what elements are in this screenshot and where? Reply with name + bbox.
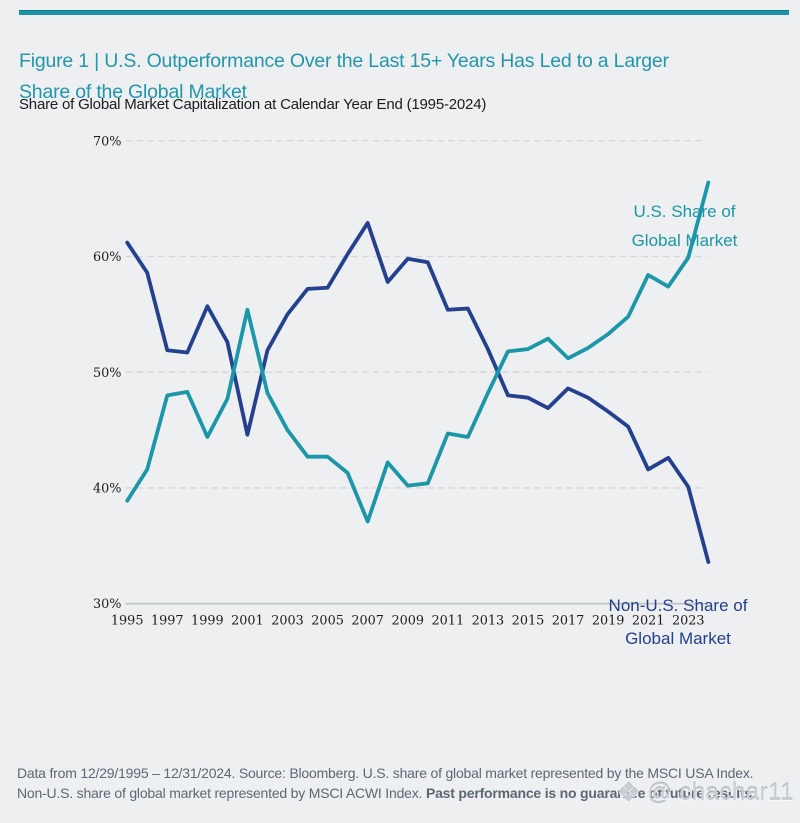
footnote-disclaimer-bold: Past performance is no guarantee of futu… <box>425 784 756 801</box>
x-tick-label: 2015 <box>512 613 545 628</box>
us-share-line <box>125 180 711 524</box>
footnote-text: Data from 12/29/1995 – 12/31/2024. Sourc… <box>17 765 754 801</box>
chart-subtitle: Share of Global Market Capitalization at… <box>19 96 487 113</box>
x-tick-label: 2023 <box>672 613 705 628</box>
x-tick-label: 2003 <box>271 613 304 628</box>
y-tick-label: 40% <box>93 481 121 496</box>
y-tick-label: 50% <box>93 366 121 381</box>
x-tick-label: 2011 <box>432 613 465 628</box>
x-tick-label: 2009 <box>391 613 424 628</box>
x-tick-label: 2005 <box>311 613 344 628</box>
y-tick-label: 70% <box>93 134 121 149</box>
x-tick-label: 2021 <box>632 613 665 628</box>
y-tick-label: 60% <box>93 250 121 265</box>
x-tick-label: 1999 <box>191 613 224 628</box>
x-tick-label: 2019 <box>592 613 625 628</box>
us-share-legend-label: U.S. Share of Global Market <box>631 202 738 250</box>
x-tick-label: 2001 <box>231 613 264 628</box>
figure-title: Figure 1 | U.S. Outperformance Over the … <box>19 50 669 104</box>
x-tick-label: 1997 <box>151 613 184 628</box>
x-tick-label: 2017 <box>552 613 585 628</box>
x-tick-label: 1995 <box>111 613 144 628</box>
diamond-icon: ❖ <box>616 778 642 808</box>
source-footnote: Data from 12/29/1995 – 12/31/2024. Sourc… <box>17 764 781 803</box>
accent-top-rule <box>19 10 789 15</box>
y-tick-label: 30% <box>93 597 121 612</box>
x-tick-label: 2007 <box>351 613 384 628</box>
chart-canvas: 70% 60% 50% 40% 30%1995 1997 1999 2001 2003 2005 2… <box>93 134 711 628</box>
x-tick-label: 2013 <box>472 613 505 628</box>
non-us-share-legend-label: Non-U.S. Share of Global Market <box>608 596 748 648</box>
watermark: ❖ @ chachar11 <box>616 779 794 807</box>
watermark-text: @ chachar11 <box>647 779 794 806</box>
non-us-share-line <box>125 221 711 564</box>
